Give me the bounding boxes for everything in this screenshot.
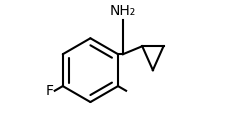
Text: NH₂: NH₂ — [109, 4, 135, 18]
Text: F: F — [45, 84, 53, 98]
